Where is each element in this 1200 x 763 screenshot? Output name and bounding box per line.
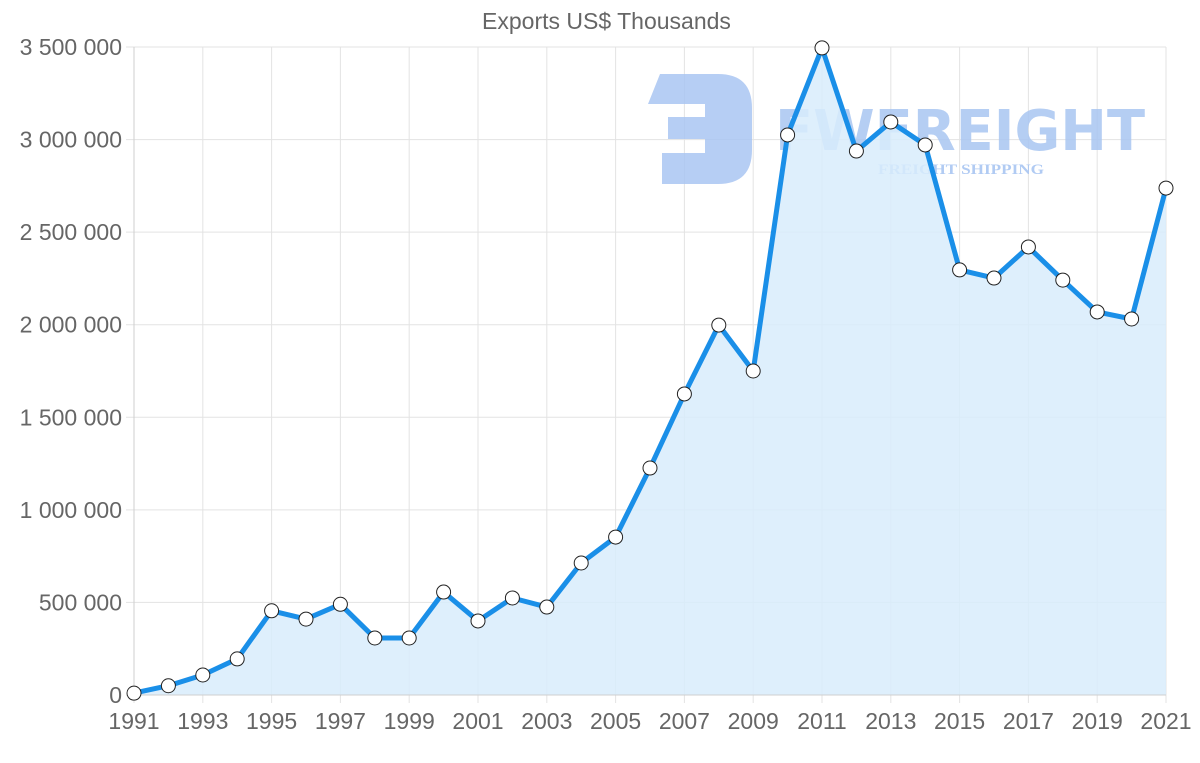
data-point[interactable] (229, 651, 245, 667)
x-tick-label: 2019 (1072, 708, 1123, 734)
chart-title: Exports US$ Thousands (482, 8, 731, 34)
y-tick-label: 0 (109, 682, 122, 708)
data-point[interactable] (642, 460, 658, 476)
x-tick-label: 2007 (659, 708, 710, 734)
data-point[interactable] (780, 127, 796, 143)
data-point[interactable] (1020, 239, 1036, 255)
data-point[interactable] (195, 667, 211, 683)
data-point[interactable] (1055, 272, 1071, 288)
data-point[interactable] (160, 678, 176, 694)
area-fill (134, 47, 1166, 695)
x-tick-label: 2003 (521, 708, 572, 734)
x-tick-label: 2015 (934, 708, 985, 734)
x-axis-ticks: 1991 1993 1995 1997 1999 2001 2003 2005 2007 2009… (108, 708, 1191, 734)
data-point[interactable] (470, 613, 486, 629)
y-tick-label: 1 000 000 (20, 497, 122, 523)
data-point[interactable] (367, 630, 383, 646)
y-axis-ticks: 0 500 000 1 000 000 1 500 000 2 000 000 2 500… (20, 34, 122, 708)
data-point[interactable] (539, 599, 555, 615)
x-tick-label: 1995 (246, 708, 297, 734)
x-tick-label: 2005 (590, 708, 641, 734)
x-tick-label: 1999 (384, 708, 435, 734)
data-point[interactable] (986, 270, 1002, 286)
fwfreight-logo-icon (648, 74, 752, 184)
x-tick-label: 2011 (797, 708, 846, 734)
data-point[interactable] (573, 555, 589, 571)
y-tick-label: 3 000 000 (20, 127, 122, 153)
data-point[interactable] (126, 685, 142, 701)
axes (133, 47, 1166, 696)
data-point[interactable] (848, 143, 864, 159)
x-tick-label: 1997 (315, 708, 366, 734)
data-point[interactable] (1124, 311, 1140, 327)
data-point[interactable] (883, 114, 899, 130)
data-point[interactable] (504, 590, 520, 606)
data-point[interactable] (1089, 304, 1105, 320)
x-tick-label: 2009 (728, 708, 779, 734)
x-tick-label: 1991 (108, 708, 159, 734)
data-point[interactable] (917, 137, 933, 153)
data-point[interactable] (711, 317, 727, 333)
data-points (126, 40, 1174, 701)
data-point[interactable] (436, 584, 452, 600)
data-point[interactable] (608, 529, 624, 545)
data-point[interactable] (745, 363, 761, 379)
x-tick-label: 1993 (177, 708, 228, 734)
x-tick-label: 2021 (1140, 708, 1191, 734)
y-tick-label: 1 500 000 (20, 404, 122, 430)
data-point[interactable] (401, 630, 417, 646)
data-point[interactable] (298, 611, 314, 627)
y-tick-label: 2 000 000 (20, 312, 122, 338)
y-tick-label: 2 500 000 (20, 219, 122, 245)
data-point[interactable] (332, 596, 348, 612)
data-point[interactable] (1158, 180, 1174, 196)
data-point[interactable] (952, 262, 968, 278)
data-point[interactable] (676, 386, 692, 402)
data-point[interactable] (264, 603, 280, 619)
x-tick-label: 2013 (865, 708, 916, 734)
x-tick-label: 2001 (452, 708, 503, 734)
y-tick-label: 500 000 (39, 589, 122, 615)
x-tick-label: 2017 (1003, 708, 1054, 734)
y-tick-label: 3 500 000 (20, 34, 122, 60)
data-point[interactable] (814, 40, 830, 56)
